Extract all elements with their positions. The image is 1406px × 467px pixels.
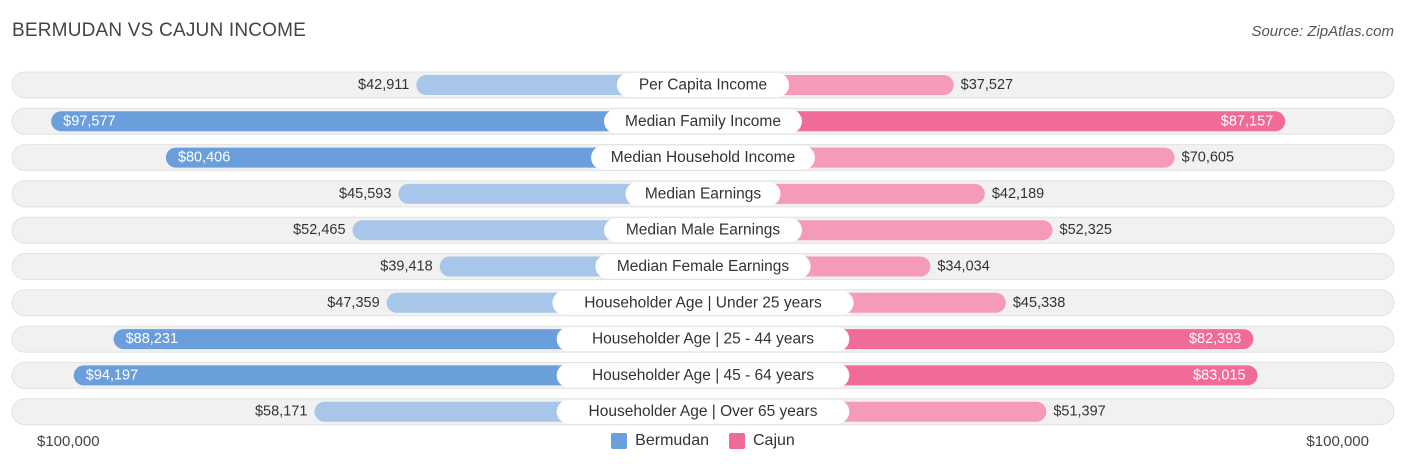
category-label: Householder Age | 45 - 64 years [592,367,814,384]
category-label-pill [616,73,790,97]
chart-source: Source: ZipAtlas.com [1251,23,1394,40]
category-label: Per Capita Income [639,77,767,94]
category-label: Median Female Earnings [617,258,790,275]
legend-item-cajun: Cajun [729,432,795,450]
category-label-pill [625,181,781,206]
value-label-cajun: $34,034 [937,259,989,275]
category-label-pill [556,399,850,424]
category-label-pill [591,145,815,170]
value-label-bermudan: $39,418 [380,259,432,275]
value-label-bermudan: $52,465 [293,222,345,238]
category-label-pill [595,254,811,279]
bar-bermudan [73,365,703,386]
category-label-pill [604,218,802,243]
category-label-pill [604,109,802,134]
legend: Bermudan Cajun [0,432,1406,450]
value-label-cajun: $52,325 [1060,222,1112,238]
legend-label-bermudan: Bermudan [635,432,709,449]
value-label-bermudan: $97,577 [63,113,115,129]
value-label-cajun: $42,189 [992,186,1044,202]
axis-label-left: $100,000 [37,433,100,450]
legend-swatch-bermudan [611,433,628,449]
category-label-pill [556,327,850,352]
value-label-bermudan: $80,406 [178,150,230,166]
category-label: Median Male Earnings [626,222,780,239]
bar-cajun [703,111,1286,132]
category-label: Median Household Income [611,149,795,166]
category-label: Median Earnings [645,185,762,202]
value-label-bermudan: $88,231 [126,331,178,347]
bar-bermudan [165,147,703,168]
axis-label-right: $100,000 [1306,433,1369,450]
legend-item-bermudan: Bermudan [611,432,709,450]
category-label: Median Family Income [625,113,781,130]
income-chart: $42,911 $37,527 Per Capita Income $97,577 $8… [11,71,1395,426]
value-label-bermudan: $42,911 [358,77,409,93]
value-label-cajun: $37,527 [961,77,1013,93]
chart-title: BERMUDAN VS CAJUN INCOME [12,20,307,41]
category-label: Householder Age | Over 65 years [589,403,818,420]
value-label-bermudan: $94,197 [86,367,138,383]
value-label-cajun: $45,338 [1013,295,1065,311]
value-label-cajun: $83,015 [1193,367,1245,383]
value-label-cajun: $82,393 [1189,331,1241,347]
bar-bermudan [51,111,703,132]
value-label-bermudan: $47,359 [327,295,379,311]
category-label-pill [552,290,854,315]
category-label: Householder Age | 25 - 44 years [592,331,814,348]
value-label-cajun: $51,397 [1053,404,1105,420]
category-label-pill [556,363,850,388]
legend-swatch-cajun [729,433,745,449]
value-label-cajun: $70,605 [1182,150,1234,166]
bar-cajun [703,147,1175,168]
bar-bermudan [113,329,703,350]
value-label-bermudan: $45,593 [339,186,391,202]
legend-label-cajun: Cajun [753,432,795,449]
value-label-cajun: $87,157 [1221,113,1273,129]
category-label: Householder Age | Under 25 years [584,294,822,311]
value-label-bermudan: $58,171 [255,404,307,420]
